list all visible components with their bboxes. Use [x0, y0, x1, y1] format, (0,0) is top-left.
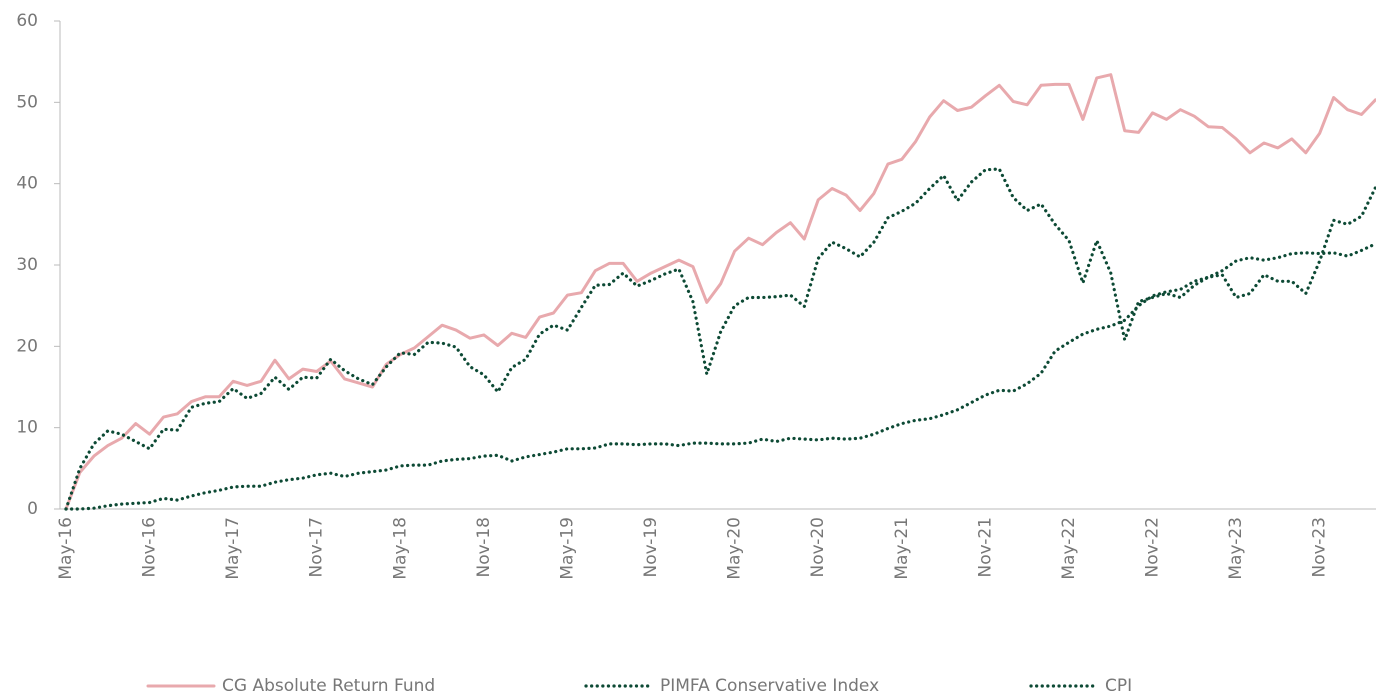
x-tick-label: Nov-17 [307, 517, 327, 578]
series-line [64, 73, 1376, 511]
legend-label: CPI [1105, 676, 1132, 696]
x-tick-label: May-20 [725, 517, 745, 580]
y-tick-label: 20 [16, 336, 38, 356]
series-line [64, 167, 1376, 511]
y-tick-label: 0 [27, 499, 38, 519]
y-tick-label: 10 [16, 418, 38, 438]
x-tick-label: May-22 [1059, 517, 1079, 580]
x-tick-label: Nov-21 [975, 517, 995, 578]
x-tick-label: May-19 [557, 517, 577, 580]
x-tick-label: May-16 [56, 517, 76, 580]
x-tick-label: May-23 [1226, 517, 1246, 580]
x-tick-label: Nov-22 [1143, 517, 1163, 578]
x-tick-label: May-21 [892, 517, 912, 580]
x-tick-label: Nov-18 [474, 517, 494, 578]
y-tick-label: 50 [16, 92, 38, 112]
y-tick-label: 60 [16, 11, 38, 31]
x-tick-label: May-17 [223, 517, 243, 580]
x-tick-label: Nov-16 [140, 517, 160, 578]
x-tick-label: Nov-19 [641, 517, 661, 578]
y-tick-label: 30 [16, 255, 38, 275]
legend-label: CG Absolute Return Fund [222, 676, 435, 696]
y-tick-label: 40 [16, 174, 38, 194]
x-tick-label: Nov-20 [808, 517, 828, 578]
legend-label: PIMFA Conservative Index [660, 676, 879, 696]
x-tick-label: May-18 [390, 517, 410, 580]
x-tick-label: Nov-23 [1310, 517, 1330, 578]
